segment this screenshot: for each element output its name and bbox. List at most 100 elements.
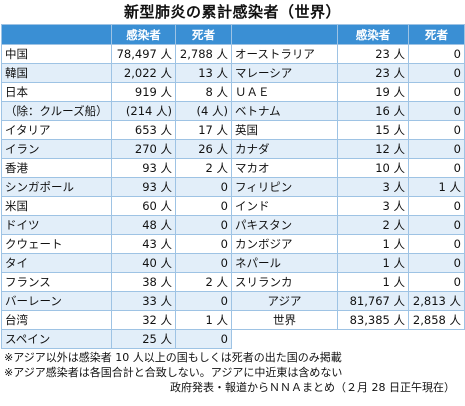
infected-count: 32 人 xyxy=(111,310,176,330)
header-deaths-left: 死者 xyxy=(175,24,232,45)
country-name: 日本 xyxy=(1,82,112,102)
death-count: 0 xyxy=(408,215,465,235)
header-country-right xyxy=(231,24,338,45)
infected-count: 2 人 xyxy=(337,215,409,235)
country-name: スペイン xyxy=(1,329,112,349)
infected-count: 78,497 人 xyxy=(111,44,176,64)
infected-count: 919 人 xyxy=(111,82,176,102)
table-row: バーレーン 33 人 0 アジア 81,767 人 2,813 人 xyxy=(1,291,465,311)
country-name: フランス xyxy=(1,272,112,292)
header-infected-right: 感染者 xyxy=(337,24,409,45)
infected-count: 3 人 xyxy=(337,177,409,197)
country-name: シンガポール xyxy=(1,177,112,197)
country-name: イラン xyxy=(1,139,112,159)
death-count: 8 人 xyxy=(175,82,232,102)
death-count: 2,858 人 xyxy=(408,310,465,330)
death-count: 0 xyxy=(408,44,465,64)
infected-count: 1 人 xyxy=(337,234,409,254)
death-count: 1 人 xyxy=(175,310,232,330)
header-deaths-right: 死者 xyxy=(408,24,465,45)
death-count: 0 xyxy=(175,329,232,349)
death-count: 2,813 人 xyxy=(408,291,465,311)
total-label: 世界 xyxy=(231,310,338,330)
death-count: 0 xyxy=(408,272,465,292)
country-name: カンボジア xyxy=(231,234,338,254)
total-label: アジア xyxy=(231,291,338,311)
death-count: 26 人 xyxy=(175,139,232,159)
country-name: 中国 xyxy=(1,44,112,64)
death-count: 0 xyxy=(175,253,232,273)
country-name: バーレーン xyxy=(1,291,112,311)
infected-count: 15 人 xyxy=(337,120,409,140)
source-note: 政府発表・報道からＮＮＡまとめ（２月 28 日正午現在） xyxy=(170,381,455,394)
death-count: 1 人 xyxy=(408,177,465,197)
country-name: ＵＡＥ xyxy=(231,82,338,102)
country-name: マレーシア xyxy=(231,63,338,83)
infected-count: 25 人 xyxy=(111,329,176,349)
notes: ※アジア以外は感染者 10 人以上の国もしくは死者の出た国のみ掲載 ※アジア感染… xyxy=(0,350,465,395)
country-name: オーストラリア xyxy=(231,44,338,64)
country-name: 台湾 xyxy=(1,310,112,330)
death-count: 0 xyxy=(408,253,465,273)
death-count: 0 xyxy=(408,158,465,178)
country-name: 英国 xyxy=(231,120,338,140)
infected-count: 10 人 xyxy=(337,158,409,178)
country-name: スリランカ xyxy=(231,272,338,292)
death-count: 0 xyxy=(175,215,232,235)
country-name: 韓国 xyxy=(1,63,112,83)
infected-count: 653 人 xyxy=(111,120,176,140)
infected-count: 33 人 xyxy=(111,291,176,311)
page-title: 新型肺炎の累計感染者（世界） xyxy=(123,3,341,21)
infected-count: 270 人 xyxy=(111,139,176,159)
country-name: イタリア xyxy=(1,120,112,140)
infected-count: 23 人 xyxy=(337,44,409,64)
infected-count: 38 人 xyxy=(111,272,176,292)
infected-count: 12 人 xyxy=(337,139,409,159)
infected-count: 19 人 xyxy=(337,82,409,102)
infected-count: 1 人 xyxy=(337,253,409,273)
infected-count: 81,767 人 xyxy=(337,291,409,311)
death-count: 0 xyxy=(408,120,465,140)
country-name: ドイツ xyxy=(1,215,112,235)
death-count: 0 xyxy=(408,234,465,254)
death-count: (4 人) xyxy=(175,101,232,121)
death-count: 2,788 人 xyxy=(175,44,232,64)
table-body: 中国 78,497 人 2,788 人オーストラリア 23 人 0 韓国 2,022 人 13… xyxy=(1,44,465,349)
country-name: インド xyxy=(231,196,338,216)
infected-count: 43 人 xyxy=(111,234,176,254)
death-count: 0 xyxy=(408,139,465,159)
infected-count: 16 人 xyxy=(337,101,409,121)
death-count: 0 xyxy=(175,196,232,216)
note-2: ※アジア感染者は各国合計と合致しない。アジアに中近東は含めない xyxy=(4,366,343,379)
infected-count: 83,385 人 xyxy=(337,310,409,330)
country-name: （除：クルーズ船） xyxy=(1,101,112,121)
country-name: ベトナム xyxy=(231,101,338,121)
case-table-wrap: 感染者 死者 感染者 死者 中国 78,497 人 2,788 人オーストラリア 23… xyxy=(1,24,465,349)
country-name: クウェート xyxy=(1,234,112,254)
infected-count: 23 人 xyxy=(337,63,409,83)
death-count: 17 人 xyxy=(175,120,232,140)
death-count: 2 人 xyxy=(175,158,232,178)
infected-count: 48 人 xyxy=(111,215,176,235)
table-header-row: 感染者 死者 感染者 死者 xyxy=(1,24,465,45)
country-name: 米国 xyxy=(1,196,112,216)
country-name: 香港 xyxy=(1,158,112,178)
header-infected-left: 感染者 xyxy=(111,24,176,45)
death-count: 0 xyxy=(408,82,465,102)
infected-count: 93 人 xyxy=(111,177,176,197)
case-table: 感染者 死者 感染者 死者 中国 78,497 人 2,788 人オーストラリア 23… xyxy=(1,24,465,349)
note-1: ※アジア以外は感染者 10 人以上の国もしくは死者の出た国のみ掲載 xyxy=(4,351,342,364)
death-count: 2 人 xyxy=(175,272,232,292)
empty-cell xyxy=(231,329,465,349)
